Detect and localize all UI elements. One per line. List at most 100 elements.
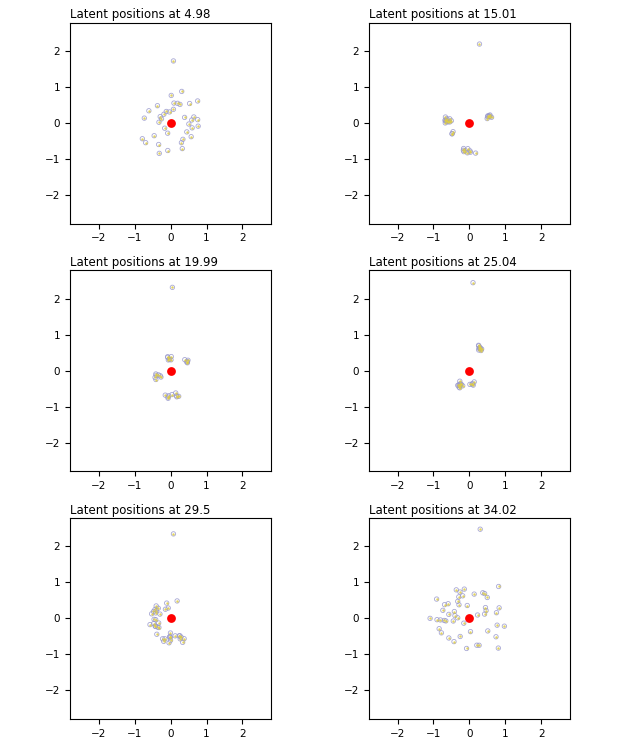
Point: [494, 602, 504, 614]
Point: [493, 580, 504, 592]
Point: [463, 143, 473, 155]
Point: [145, 619, 155, 630]
Point: [442, 116, 452, 128]
Point: [482, 592, 492, 604]
Point: [458, 144, 468, 156]
Point: [182, 356, 193, 368]
Point: [454, 591, 464, 603]
Point: [456, 378, 466, 390]
Point: [469, 376, 479, 388]
Point: [474, 639, 484, 651]
Point: [187, 114, 197, 126]
Point: [152, 621, 163, 633]
Point: [172, 390, 182, 402]
Point: [449, 636, 459, 648]
Point: [147, 608, 157, 620]
Point: [441, 615, 451, 627]
Point: [450, 610, 460, 622]
Point: [469, 588, 479, 600]
Point: [447, 128, 457, 140]
Point: [452, 612, 463, 624]
Point: [462, 600, 472, 612]
Point: [447, 128, 457, 140]
Point: [154, 622, 164, 633]
Point: [164, 390, 174, 402]
Point: [452, 379, 463, 391]
Point: [186, 131, 196, 143]
Point: [166, 90, 177, 102]
Point: [155, 111, 165, 123]
Point: [155, 608, 165, 620]
Point: [151, 374, 161, 385]
Point: [164, 353, 175, 365]
Point: [474, 340, 484, 352]
Point: [465, 145, 475, 157]
Point: [177, 85, 187, 97]
Point: [193, 120, 204, 132]
Point: [167, 388, 177, 400]
Point: [163, 602, 173, 614]
Point: [159, 108, 169, 120]
Point: [159, 636, 169, 648]
Point: [166, 613, 176, 624]
Point: [164, 637, 174, 649]
Point: [444, 632, 454, 644]
Point: [144, 105, 154, 117]
Point: [163, 392, 173, 404]
Point: [456, 378, 467, 390]
Point: [455, 586, 465, 598]
Point: [464, 365, 474, 376]
Point: [441, 114, 451, 125]
Point: [151, 369, 161, 381]
Point: [441, 114, 451, 125]
Point: [452, 612, 463, 624]
Point: [147, 608, 157, 620]
Point: [484, 110, 494, 122]
Point: [458, 590, 468, 602]
Point: [479, 608, 490, 620]
Point: [440, 111, 451, 123]
Point: [161, 597, 172, 609]
Point: [458, 379, 468, 391]
Point: [150, 607, 161, 619]
Point: [499, 620, 509, 632]
Point: [150, 604, 160, 616]
Point: [467, 378, 477, 390]
Point: [168, 55, 179, 67]
Point: [482, 592, 492, 604]
Point: [178, 134, 188, 146]
Point: [459, 146, 469, 158]
Point: [445, 116, 455, 128]
Point: [494, 602, 504, 614]
Point: [156, 371, 166, 383]
Point: [184, 98, 195, 110]
Point: [479, 588, 490, 600]
Point: [448, 125, 458, 137]
Point: [458, 143, 468, 155]
Point: [163, 602, 173, 614]
Point: [493, 642, 504, 654]
Point: [148, 618, 159, 630]
Point: [169, 97, 179, 109]
Point: [431, 593, 442, 605]
Point: [166, 365, 176, 376]
Point: [491, 630, 501, 642]
Point: [182, 357, 193, 369]
Point: [180, 354, 190, 366]
Point: [449, 606, 460, 618]
Point: [148, 618, 159, 630]
Point: [160, 633, 170, 645]
Point: [476, 343, 486, 355]
Point: [449, 636, 459, 648]
Point: [152, 621, 163, 633]
Point: [454, 381, 464, 393]
Point: [454, 379, 464, 391]
Point: [154, 369, 164, 381]
Point: [439, 615, 449, 627]
Point: [177, 636, 188, 648]
Point: [155, 370, 165, 382]
Point: [150, 620, 161, 632]
Point: [464, 613, 474, 624]
Point: [161, 597, 172, 609]
Point: [171, 387, 181, 399]
